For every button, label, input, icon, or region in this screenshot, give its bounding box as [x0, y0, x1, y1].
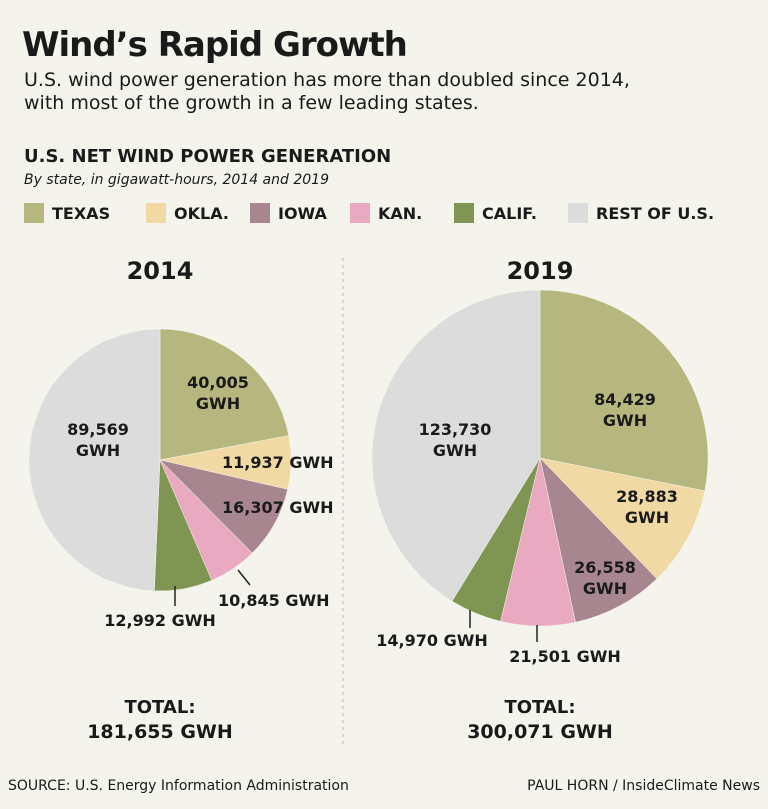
leader-line — [237, 569, 251, 586]
value-label: 10,845 GWH — [218, 591, 329, 610]
total-title: TOTAL: — [124, 697, 195, 718]
value-label: 16,307 GWH — [222, 498, 333, 517]
value-label: 21,501 GWH — [509, 647, 620, 666]
value-label: 28,883 GWH — [616, 487, 678, 527]
subtitle: U.S. wind power generation has more than… — [24, 69, 630, 114]
pie-slice — [539, 457, 658, 623]
pie-slice — [371, 289, 541, 602]
legend-label: REST OF U.S. — [596, 204, 714, 223]
credit: PAUL HORN / InsideClimate News — [527, 778, 760, 794]
total-label: 300,071 GWH — [467, 721, 613, 743]
legend-swatch — [454, 203, 474, 223]
legend-label: IOWA — [278, 204, 327, 223]
pie-slice — [159, 328, 290, 461]
total-label: 181,655 GWH — [87, 721, 233, 743]
legend-swatch — [250, 203, 270, 223]
legend-swatch — [568, 203, 588, 223]
pie-slice — [539, 289, 709, 492]
legend-swatch — [24, 203, 44, 223]
source: SOURCE: U.S. Energy Information Administ… — [8, 778, 349, 794]
legend-label: TEXAS — [52, 204, 110, 223]
legend-label: OKLA. — [174, 204, 229, 223]
value-label: 12,992 GWH — [104, 611, 215, 630]
value-label: 84,429 GWH — [594, 390, 656, 430]
value-label: 14,970 GWH — [376, 631, 487, 650]
pie-slice — [28, 328, 161, 592]
pie-slice — [539, 457, 706, 580]
pie-title: 2019 — [507, 257, 574, 285]
chart-title: U.S. NET WIND POWER GENERATION — [24, 146, 391, 167]
legend-swatch — [146, 203, 166, 223]
chart-subtitle: By state, in gigawatt-hours, 2014 and 20… — [24, 172, 329, 188]
total-title: TOTAL: — [504, 697, 575, 718]
value-label: 40,005 GWH — [187, 373, 249, 413]
value-label: 89,569 GWH — [67, 420, 129, 460]
title: Wind’s Rapid Growth — [22, 25, 407, 65]
legend-swatch — [350, 203, 370, 223]
pie-title: 2014 — [127, 257, 194, 285]
value-label: 11,937 GWH — [222, 453, 333, 472]
value-label: 26,558 GWH — [574, 558, 636, 598]
legend-label: CALIF. — [482, 204, 537, 223]
value-label: 123,730 GWH — [419, 420, 492, 460]
legend-label: KAN. — [378, 204, 422, 223]
